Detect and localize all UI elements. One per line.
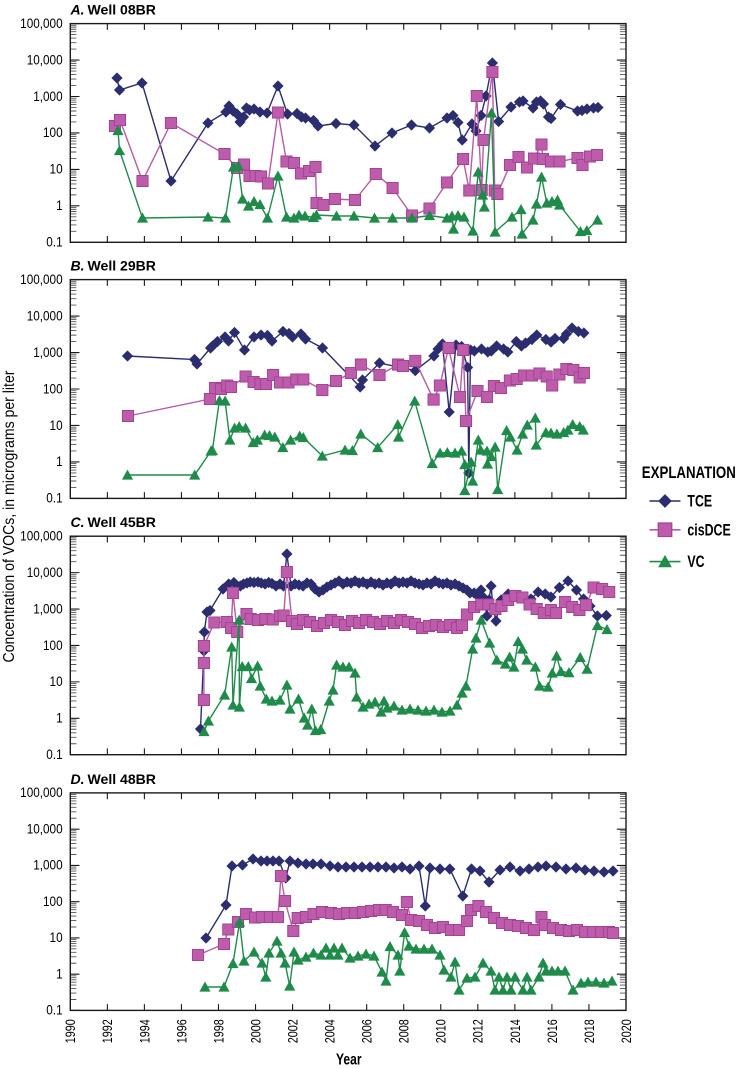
svg-text:10: 10 — [50, 418, 63, 433]
svg-text:10,000: 10,000 — [27, 565, 63, 580]
svg-text:2018: 2018 — [582, 1019, 597, 1043]
svg-text:100: 100 — [43, 382, 63, 397]
svg-text:D.Well 48BR: D. Well 48BR — [71, 771, 156, 787]
svg-text:Concentration of VOCs, in micr: Concentration of VOCs, in micrograms per… — [1, 370, 18, 662]
svg-text:1,000: 1,000 — [33, 345, 62, 360]
svg-text:EXPLANATION: EXPLANATION — [642, 464, 736, 483]
svg-text:2012: 2012 — [471, 1019, 486, 1043]
svg-text:Year: Year — [336, 1050, 362, 1068]
svg-text:10: 10 — [50, 674, 63, 689]
svg-text:1998: 1998 — [211, 1019, 226, 1043]
svg-text:2020: 2020 — [619, 1019, 634, 1043]
svg-text:2000: 2000 — [248, 1019, 263, 1043]
svg-text:VC: VC — [687, 554, 705, 572]
svg-text:1: 1 — [56, 198, 63, 213]
svg-text:100,000: 100,000 — [20, 16, 62, 31]
svg-text:1992: 1992 — [100, 1019, 115, 1043]
svg-text:10,000: 10,000 — [27, 309, 63, 324]
svg-text:B.Well 29BR: B. Well 29BR — [71, 258, 156, 274]
svg-text:1,000: 1,000 — [33, 858, 62, 873]
svg-text:A.Well 08BR: A. Well 08BR — [70, 2, 156, 18]
svg-text:1: 1 — [56, 967, 63, 982]
svg-text:1,000: 1,000 — [33, 89, 62, 104]
svg-text:100: 100 — [43, 125, 63, 140]
svg-text:1,000: 1,000 — [33, 602, 62, 617]
svg-text:1: 1 — [56, 711, 63, 726]
svg-text:10: 10 — [50, 930, 63, 945]
svg-text:100,000: 100,000 — [20, 272, 62, 287]
svg-text:10: 10 — [50, 162, 63, 177]
svg-text:1996: 1996 — [174, 1019, 189, 1043]
svg-text:10,000: 10,000 — [27, 822, 63, 837]
svg-text:100: 100 — [43, 638, 63, 653]
svg-text:2010: 2010 — [434, 1019, 449, 1043]
svg-text:cisDCE: cisDCE — [687, 522, 731, 540]
svg-text:0.1: 0.1 — [46, 1003, 62, 1018]
svg-text:0.1: 0.1 — [46, 491, 62, 506]
svg-text:1994: 1994 — [137, 1019, 152, 1043]
svg-text:1: 1 — [56, 454, 63, 469]
svg-text:100,000: 100,000 — [20, 785, 62, 800]
svg-text:1990: 1990 — [63, 1019, 78, 1043]
svg-text:2006: 2006 — [359, 1019, 374, 1043]
svg-text:0.1: 0.1 — [46, 235, 62, 250]
svg-text:2014: 2014 — [508, 1019, 523, 1043]
svg-text:2008: 2008 — [396, 1019, 411, 1043]
svg-text:100: 100 — [43, 894, 63, 909]
svg-text:C.Well 45BR: C. Well 45BR — [71, 514, 156, 530]
svg-text:2002: 2002 — [285, 1019, 300, 1043]
svg-text:10,000: 10,000 — [27, 53, 63, 68]
svg-text:100,000: 100,000 — [20, 529, 62, 544]
svg-text:2004: 2004 — [322, 1019, 337, 1043]
svg-text:0.1: 0.1 — [46, 747, 62, 762]
svg-text:2016: 2016 — [545, 1019, 560, 1043]
svg-text:TCE: TCE — [687, 493, 712, 511]
